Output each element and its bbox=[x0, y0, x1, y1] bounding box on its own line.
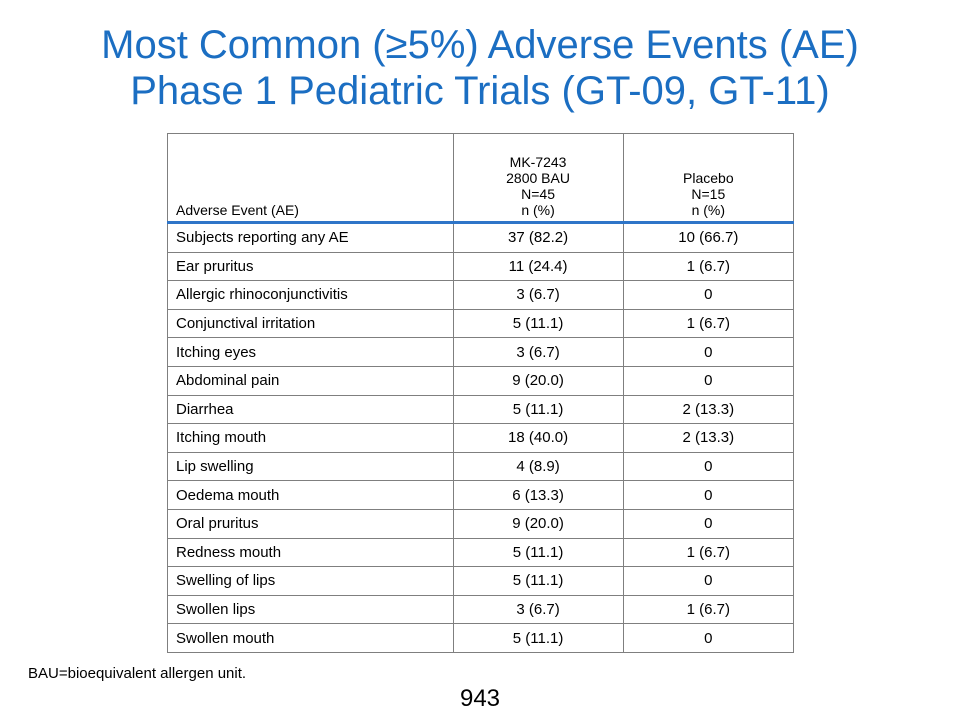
header-placebo-name: Placebo bbox=[683, 170, 734, 186]
placebo-value-cell: 1 (6.7) bbox=[622, 251, 795, 282]
ae-name-cell: Allergic rhinoconjunctivitis bbox=[167, 280, 454, 310]
table-row: Oral pruritus 9 (20.0) 0 bbox=[167, 508, 795, 539]
header-placebo-n: N=15 bbox=[691, 186, 726, 202]
drug-value-cell: 6 (13.3) bbox=[452, 480, 624, 510]
header-drug-name: MK-7243 bbox=[509, 154, 567, 170]
table-row: Lip swelling 4 (8.9) 0 bbox=[167, 451, 795, 482]
table-row: Swollen lips 3 (6.7) 1 (6.7) bbox=[167, 594, 795, 625]
footnote: BAU=bioequivalent allergen unit. bbox=[28, 665, 247, 682]
placebo-value-cell: 0 bbox=[622, 566, 795, 596]
placebo-value-cell: 0 bbox=[622, 280, 795, 310]
table-header: Adverse Event (AE) MK-7243 2800 BAU N=45… bbox=[167, 133, 795, 224]
placebo-value-cell: 1 (6.7) bbox=[622, 308, 795, 339]
placebo-value-cell: 1 (6.7) bbox=[622, 594, 795, 625]
ae-name-cell: Oral pruritus bbox=[167, 508, 454, 539]
ae-name-cell: Subjects reporting any AE bbox=[167, 222, 454, 253]
table-row: Allergic rhinoconjunctivitis 3 (6.7) 0 bbox=[167, 280, 795, 310]
table-row: Oedema mouth 6 (13.3) 0 bbox=[167, 480, 795, 510]
placebo-value-cell: 2 (13.3) bbox=[622, 394, 795, 425]
page-number: 943 bbox=[459, 685, 501, 712]
table-row: Itching mouth 18 (40.0) 2 (13.3) bbox=[167, 423, 795, 453]
drug-value-cell: 5 (11.1) bbox=[452, 394, 624, 425]
drug-value-cell: 3 (6.7) bbox=[452, 280, 624, 310]
table-row: Itching eyes 3 (6.7) 0 bbox=[167, 337, 795, 367]
slide-title-line-1: Most Common (≥5%) Adverse Events (AE) bbox=[101, 23, 859, 67]
drug-value-cell: 9 (20.0) bbox=[452, 508, 624, 539]
ae-name-cell: Itching eyes bbox=[167, 337, 454, 367]
placebo-value-cell: 2 (13.3) bbox=[622, 423, 795, 453]
drug-value-cell: 4 (8.9) bbox=[452, 451, 624, 482]
ae-name-cell: Lip swelling bbox=[167, 451, 454, 482]
table-row: Ear pruritus 11 (24.4) 1 (6.7) bbox=[167, 251, 795, 282]
drug-value-cell: 5 (11.1) bbox=[452, 623, 624, 653]
slide-title-line-2: Phase 1 Pediatric Trials (GT-09, GT-11) bbox=[130, 69, 830, 113]
ae-name-cell: Swollen mouth bbox=[167, 623, 454, 653]
header-drug-unit: n (%) bbox=[521, 202, 555, 218]
drug-value-cell: 5 (11.1) bbox=[452, 308, 624, 339]
header-drug: MK-7243 2800 BAU N=45 n (%) bbox=[452, 133, 624, 224]
header-adverse-event: Adverse Event (AE) bbox=[167, 133, 454, 224]
placebo-value-cell: 0 bbox=[622, 365, 795, 396]
drug-value-cell: 18 (40.0) bbox=[452, 423, 624, 453]
ae-name-cell: Swelling of lips bbox=[167, 566, 454, 596]
header-placebo-unit: n (%) bbox=[691, 202, 726, 218]
header-drug-dose: 2800 BAU bbox=[506, 170, 570, 186]
drug-value-cell: 9 (20.0) bbox=[452, 365, 624, 396]
placebo-value-cell: 0 bbox=[622, 451, 795, 482]
table-row: Redness mouth 5 (11.1) 1 (6.7) bbox=[167, 537, 795, 568]
placebo-value-cell: 0 bbox=[622, 508, 795, 539]
ae-name-cell: Ear pruritus bbox=[167, 251, 454, 282]
placebo-value-cell: 1 (6.7) bbox=[622, 537, 795, 568]
table-body: Subjects reporting any AE 37 (82.2) 10 (66… bbox=[167, 222, 795, 653]
drug-value-cell: 37 (82.2) bbox=[452, 222, 624, 253]
ae-name-cell: Itching mouth bbox=[167, 423, 454, 453]
header-placebo: Placebo N=15 n (%) bbox=[622, 133, 795, 224]
table-row: Abdominal pain 9 (20.0) 0 bbox=[167, 365, 795, 396]
table-row: Swollen mouth 5 (11.1) 0 bbox=[167, 623, 795, 653]
ae-name-cell: Abdominal pain bbox=[167, 365, 454, 396]
drug-value-cell: 5 (11.1) bbox=[452, 537, 624, 568]
placebo-value-cell: 0 bbox=[622, 480, 795, 510]
table-header-row: Adverse Event (AE) MK-7243 2800 BAU N=45… bbox=[167, 133, 795, 224]
drug-value-cell: 3 (6.7) bbox=[452, 594, 624, 625]
slide-title: Most Common (≥5%) Adverse Events (AE) Ph… bbox=[0, 22, 960, 114]
ae-name-cell: Redness mouth bbox=[167, 537, 454, 568]
placebo-value-cell: 10 (66.7) bbox=[622, 222, 795, 253]
header-drug-n: N=45 bbox=[521, 186, 555, 202]
ae-name-cell: Diarrhea bbox=[167, 394, 454, 425]
ae-name-cell: Swollen lips bbox=[167, 594, 454, 625]
drug-value-cell: 3 (6.7) bbox=[452, 337, 624, 367]
adverse-events-table: Adverse Event (AE) MK-7243 2800 BAU N=45… bbox=[167, 133, 795, 653]
drug-value-cell: 5 (11.1) bbox=[452, 566, 624, 596]
table-row: Subjects reporting any AE 37 (82.2) 10 (66… bbox=[167, 222, 795, 253]
ae-name-cell: Oedema mouth bbox=[167, 480, 454, 510]
ae-name-cell: Conjunctival irritation bbox=[167, 308, 454, 339]
placebo-value-cell: 0 bbox=[622, 337, 795, 367]
drug-value-cell: 11 (24.4) bbox=[452, 251, 624, 282]
table-row: Swelling of lips 5 (11.1) 0 bbox=[167, 566, 795, 596]
table-row: Conjunctival irritation 5 (11.1) 1 (6.7) bbox=[167, 308, 795, 339]
placebo-value-cell: 0 bbox=[622, 623, 795, 653]
table-row: Diarrhea 5 (11.1) 2 (13.3) bbox=[167, 394, 795, 425]
